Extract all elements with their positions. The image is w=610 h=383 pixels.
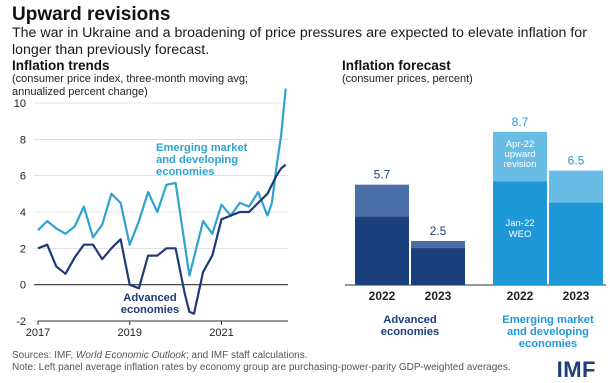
revision-segment-label: upward bbox=[504, 149, 535, 160]
bar-upward-revision bbox=[549, 170, 603, 203]
emerging-series-line bbox=[37, 88, 287, 277]
y-tick-label: 2 bbox=[20, 243, 26, 255]
bar-jan22-weo bbox=[493, 181, 547, 285]
imf-logo: IMF bbox=[556, 357, 596, 382]
bar-jan22-weo bbox=[549, 202, 603, 285]
page-title: Upward revisions bbox=[12, 4, 171, 25]
bar-group-label: economies bbox=[519, 338, 577, 350]
y-tick-label: 0 bbox=[20, 280, 26, 292]
base-segment-label: Jan-22 bbox=[505, 218, 534, 229]
sources-line: Sources: IMF, World Economic Outlook; an… bbox=[12, 350, 532, 362]
x-tick-label: 2019 bbox=[118, 327, 142, 339]
x-tick-label: 2021 bbox=[209, 327, 233, 339]
bar-category-label: 2023 bbox=[425, 289, 452, 303]
right-chart-title: Inflation forecast bbox=[342, 58, 451, 73]
y-tick-label: 4 bbox=[20, 207, 26, 219]
emerging-series-annotation: and developing bbox=[156, 154, 238, 166]
page-subtitle: The war in Ukraine and a broadening of p… bbox=[12, 25, 587, 58]
base-segment-label: WEO bbox=[509, 229, 532, 240]
footer-sources: Sources: IMF, World Economic Outlook; an… bbox=[12, 350, 532, 374]
emerging-series-annotation: Emerging market bbox=[156, 142, 248, 154]
sources-prefix: Sources: IMF, bbox=[12, 350, 76, 361]
bar-group-label: Advanced bbox=[383, 314, 437, 326]
advanced-series-annotation: Advanced bbox=[123, 292, 177, 304]
y-tick-label: -2 bbox=[16, 316, 26, 328]
right-chart-subtitle: (consumer prices, percent) bbox=[342, 73, 473, 85]
bar-value-label: 5.7 bbox=[374, 168, 391, 182]
emerging-series-annotation: economies bbox=[156, 166, 214, 178]
bar-upward-revision bbox=[355, 184, 409, 217]
bar-group-label: Emerging market bbox=[502, 314, 594, 326]
bar-value-label: 2.5 bbox=[430, 224, 447, 238]
revision-segment-label: revision bbox=[504, 159, 537, 170]
left-chart-title: Inflation trends bbox=[12, 58, 110, 73]
bar-jan22-weo bbox=[355, 216, 409, 285]
revision-segment-label: Apr-22 bbox=[506, 139, 535, 150]
left-chart-subtitle: (consumer price index, three-month movin… bbox=[12, 73, 248, 98]
advanced-series-line bbox=[37, 163, 287, 315]
bar-upward-revision bbox=[493, 131, 547, 182]
bar-category-label: 2022 bbox=[507, 289, 534, 303]
bar-upward-revision bbox=[411, 241, 465, 249]
y-tick-label: 10 bbox=[14, 98, 26, 110]
bar-group-label: and developing bbox=[507, 326, 589, 338]
bar-jan22-weo bbox=[411, 248, 465, 285]
sources-italic: World Economic Outlook bbox=[75, 350, 186, 361]
bar-value-label: 6.5 bbox=[568, 154, 585, 168]
bar-category-label: 2023 bbox=[563, 289, 590, 303]
x-tick-label: 2017 bbox=[26, 327, 50, 339]
bar-category-label: 2022 bbox=[369, 289, 396, 303]
advanced-series-annotation: economies bbox=[121, 304, 179, 316]
y-tick-label: 6 bbox=[20, 171, 26, 183]
bar-value-label: 8.7 bbox=[512, 115, 529, 129]
note-line: Note: Left panel average inflation rates… bbox=[12, 362, 511, 373]
bar-group-label: economies bbox=[381, 326, 439, 338]
y-tick-label: 8 bbox=[20, 134, 26, 146]
sources-suffix: ; and IMF staff calculations. bbox=[185, 350, 308, 361]
